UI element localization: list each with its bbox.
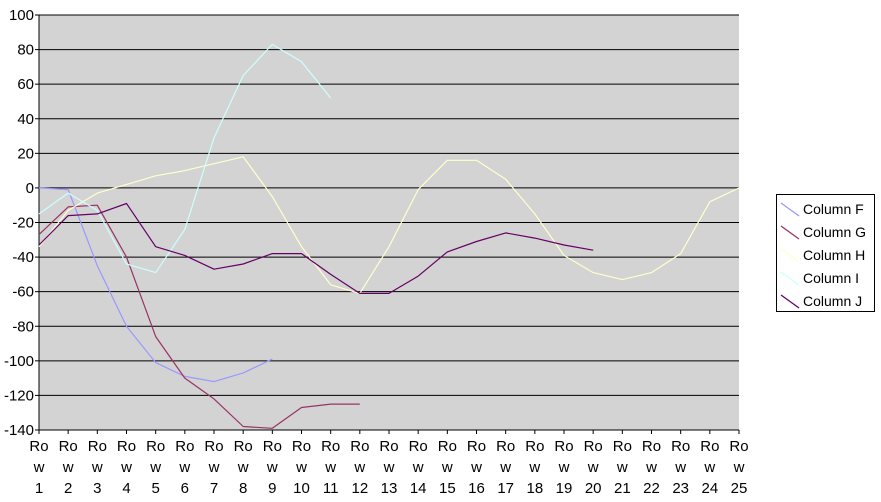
- x-tick-label: Ro w 4: [117, 438, 136, 497]
- legend-label: Column G: [803, 224, 867, 240]
- x-tick-label: Ro w 20: [584, 438, 603, 497]
- x-axis-ticks: Ro w 1 Ro w 2 Ro w 3 Ro w 4 Ro w 5 Ro w 6 Ro w 7 Ro w 8 Ro w 9 Ro w 1…: [29, 430, 749, 497]
- legend-label: Column J: [803, 293, 863, 309]
- x-tick-label: Ro w 23: [671, 438, 690, 497]
- legend-item: Column G: [777, 222, 876, 242]
- x-tick-label: Ro w 18: [525, 438, 544, 497]
- x-tick-label: Ro w 6: [175, 438, 194, 497]
- x-tick-label: Ro w 12: [350, 438, 369, 497]
- x-tick-label: Ro w 5: [146, 438, 165, 497]
- x-tick-label: Ro w 17: [496, 438, 515, 497]
- y-axis-ticks: 100 80 60 40 20 0 -20 -40 -60 -80 -100 -120 -140: [4, 7, 39, 439]
- y-tick-label: -120: [4, 387, 34, 404]
- x-tick-label: Ro w 8: [234, 438, 253, 497]
- y-tick-label: -20: [12, 215, 34, 232]
- y-tick-label: 0: [26, 180, 34, 197]
- x-tick-label: Ro w 14: [409, 438, 428, 497]
- x-tick-label: Ro w 7: [204, 438, 223, 497]
- y-tick-label: 60: [17, 76, 34, 93]
- y-tick-label: -140: [4, 422, 34, 439]
- x-tick-label: Ro w 21: [613, 438, 632, 497]
- y-tick-label: -60: [12, 284, 34, 301]
- legend-label: Column F: [803, 201, 864, 217]
- y-tick-label: 40: [17, 111, 34, 128]
- x-tick-label: Ro w 15: [438, 438, 457, 497]
- legend-item: Column J: [777, 291, 876, 311]
- legend-swatch: [780, 225, 800, 240]
- y-tick-label: 20: [17, 145, 34, 162]
- x-tick-label: Ro w 19: [554, 438, 573, 497]
- series-line-column-h: [38, 156, 740, 294]
- series-line-column-j: [38, 202, 594, 294]
- y-tick-label: 80: [17, 42, 34, 59]
- x-tick-label: Ro w 1: [29, 438, 48, 497]
- legend-label: Column H: [803, 247, 866, 263]
- x-tick-label: Ro w 24: [700, 438, 719, 497]
- y-tick-label: 100: [9, 7, 34, 24]
- x-tick-label: Ro w 10: [292, 438, 311, 497]
- legend: Column F Column G Column H Column I Column J: [776, 194, 875, 312]
- x-tick-label: Ro w 9: [263, 438, 282, 497]
- legend-item: Column F: [777, 199, 876, 219]
- series-lines: [38, 43, 740, 429]
- x-tick-label: Ro w 13: [379, 438, 398, 497]
- x-tick-label: Ro w 11: [321, 438, 340, 497]
- series-line-column-i: [38, 43, 332, 274]
- y-tick-label: -40: [12, 249, 34, 266]
- x-tick-label: Ro w 16: [467, 438, 486, 497]
- legend-item: Column I: [777, 268, 876, 288]
- legend-swatch: [780, 202, 800, 217]
- legend-swatch: [780, 294, 800, 309]
- axes: [35, 15, 739, 434]
- y-tick-label: -100: [4, 353, 34, 370]
- x-tick-label: Ro w 3: [88, 438, 107, 497]
- x-tick-label: Ro w 25: [729, 438, 748, 497]
- legend-label: Column I: [803, 270, 860, 286]
- y-tick-label: -80: [12, 318, 34, 335]
- legend-swatch: [780, 248, 800, 263]
- x-tick-label: Ro w 2: [59, 438, 78, 497]
- legend-swatch: [780, 271, 800, 286]
- series-line-column-g: [38, 204, 360, 429]
- legend-item: Column H: [777, 245, 876, 265]
- gridlines: [39, 14, 739, 431]
- x-tick-label: Ro w 22: [642, 438, 661, 497]
